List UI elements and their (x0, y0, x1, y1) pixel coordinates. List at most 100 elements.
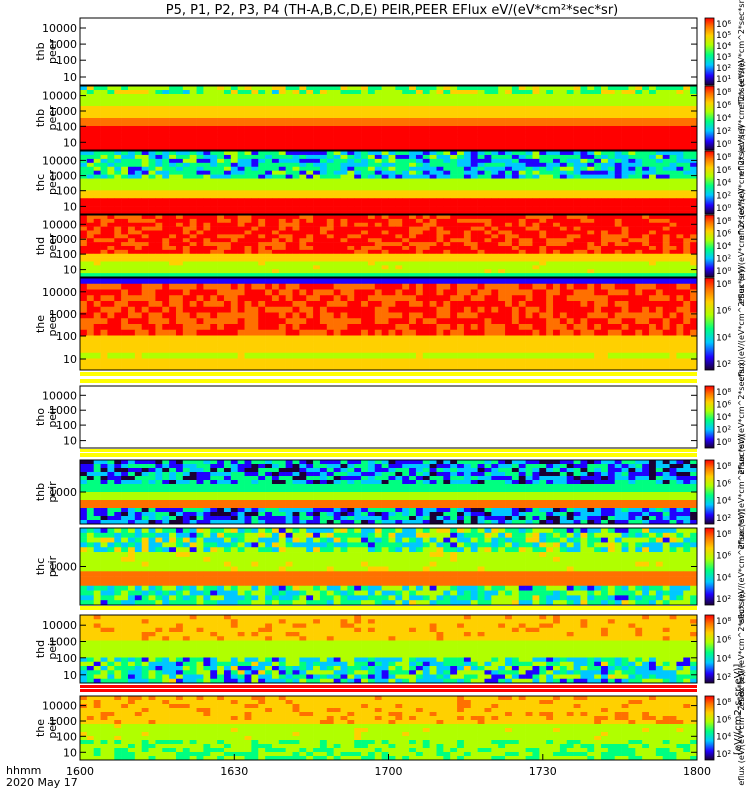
heatmap-cell (580, 249, 588, 255)
heatmap-cell (319, 122, 328, 127)
heatmap-cell (628, 210, 636, 215)
heatmap-cell (299, 230, 307, 235)
heatmap-cell (635, 130, 643, 135)
heatmap-cell (580, 90, 588, 95)
heatmap-cell (511, 206, 520, 211)
heatmap-cell (210, 306, 218, 313)
heatmap-cell (326, 126, 334, 131)
heatmap-cell (683, 222, 691, 227)
heatmap-cell (244, 265, 252, 270)
heatmap-cell (258, 86, 266, 91)
heatmap-cell (251, 295, 259, 302)
heatmap-cell (162, 126, 170, 131)
heatmap-cell (306, 278, 314, 285)
heatmap-cell (237, 130, 245, 135)
heatmap-cell (196, 102, 204, 107)
heatmap-cell (244, 295, 252, 302)
heatmap-cell (580, 170, 588, 175)
heatmap-cell (553, 269, 561, 274)
heatmap-cell (491, 295, 499, 302)
heatmap-cell (340, 154, 348, 160)
heatmap-cell (511, 178, 520, 183)
heatmap-cell (587, 182, 595, 187)
heatmap-cell (169, 194, 177, 199)
heatmap-cell (621, 295, 629, 302)
heatmap-cell (299, 110, 307, 115)
heatmap-cell (278, 102, 286, 107)
heatmap-cell (477, 86, 485, 91)
heatmap-cell (313, 114, 321, 119)
heatmap-cell (210, 261, 218, 266)
heatmap-cell (546, 86, 554, 91)
heatmap-cell (395, 278, 403, 285)
heatmap-cell (601, 138, 609, 143)
heatmap-cell (635, 249, 643, 255)
heatmap-cell (409, 110, 417, 115)
heatmap-cell (374, 90, 382, 95)
heatmap-cell (292, 202, 300, 207)
heatmap-cell (271, 106, 280, 111)
heatmap-cell (457, 238, 465, 243)
heatmap-cell (223, 138, 232, 143)
heatmap-cell (127, 218, 136, 224)
heatmap-cell (429, 190, 437, 195)
heatmap-cell (299, 218, 307, 224)
heatmap-cell (546, 158, 554, 164)
heatmap-cell (93, 118, 101, 123)
heatmap-cell (415, 261, 424, 266)
heatmap-cell (162, 198, 170, 203)
heatmap-cell (299, 130, 307, 135)
heatmap-cell (525, 186, 533, 191)
heatmap-cell (573, 230, 581, 235)
heatmap-cell (621, 158, 629, 164)
heatmap-cell (367, 122, 376, 127)
heatmap-cell (532, 114, 540, 119)
heatmap-cell (463, 283, 472, 290)
heatmap-cell (121, 215, 129, 220)
heatmap-cell (223, 210, 232, 215)
heatmap-cell (292, 134, 300, 139)
heatmap-cell (237, 142, 245, 147)
heatmap-cell (415, 289, 424, 296)
heatmap-cell (319, 94, 328, 99)
heatmap-cell (436, 122, 444, 127)
heatmap-cell (93, 206, 101, 211)
heatmap-cell (669, 90, 677, 95)
heatmap-cell (230, 134, 238, 139)
heatmap-cell (265, 202, 273, 207)
heatmap-cell (546, 114, 554, 119)
heatmap-cell (292, 301, 300, 308)
heatmap-cell (415, 249, 424, 255)
heatmap-cell (580, 154, 588, 160)
heatmap-cell (443, 118, 451, 123)
heatmap-cell (141, 138, 149, 143)
heatmap-cell (258, 114, 266, 119)
heatmap-cell (333, 283, 341, 290)
heatmap-cell (381, 118, 389, 123)
heatmap-cell (546, 242, 554, 247)
heatmap-cell (182, 174, 190, 179)
heatmap-cell (525, 146, 533, 151)
heatmap-cell (292, 265, 300, 270)
heatmap-cell (477, 98, 485, 103)
heatmap-cell (621, 261, 629, 266)
heatmap-cell (203, 198, 211, 203)
heatmap-cell (511, 154, 520, 160)
heatmap-cell (114, 154, 122, 160)
heatmap-cell (189, 114, 197, 119)
heatmap-cell (436, 194, 444, 199)
heatmap-cell (367, 146, 376, 151)
heatmap-cell (450, 122, 458, 127)
heatmap-cell (601, 273, 609, 278)
heatmap-cell (313, 174, 321, 179)
heatmap-cell (566, 154, 574, 160)
heatmap-cell (114, 190, 122, 195)
heatmap-cell (162, 90, 170, 95)
heatmap-cell (271, 170, 280, 175)
heatmap-cell (210, 226, 218, 231)
heatmap-cell (649, 273, 657, 278)
heatmap-cell (134, 118, 142, 123)
heatmap-cell (683, 106, 691, 111)
heatmap-cell (601, 90, 609, 95)
heatmap-cell (127, 90, 136, 95)
